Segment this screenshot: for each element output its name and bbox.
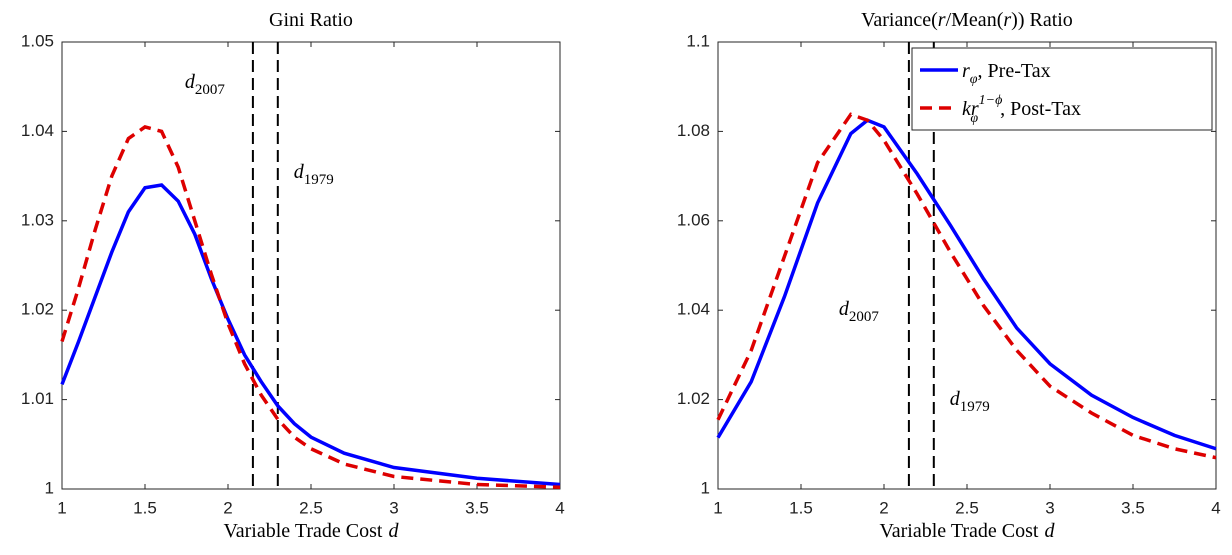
y-tick-label: 1.05 [21,31,54,50]
annotation: d1979 [950,388,990,415]
text-part: /Mean( [946,9,1004,31]
y-tick-label: 1.02 [677,389,710,408]
data-line [60,125,561,489]
text-part: Variable Trade Cost [224,520,383,542]
text-part: Variance( [861,9,938,31]
x-tick-label: 2 [879,498,888,517]
text-part: d [294,161,305,183]
plot-area [61,41,561,490]
text-part: d [839,298,850,320]
text-part: φ [970,111,978,126]
x-tick-label: 2.5 [955,498,979,517]
text-part: 2007 [849,309,880,325]
x-axis-label: Variable Trade Cost d [224,520,400,542]
text-part: 1979 [304,172,334,188]
data-line [716,112,1217,460]
text-part: d [950,388,961,410]
text-part: r [962,60,970,82]
text-part: d [388,520,399,542]
x-tick-label: 3 [389,498,398,517]
legend-label: kr1−ϕ φ , Post-Tax [962,93,1081,126]
x-tick-label: 3.5 [465,498,489,517]
text-part: Gini Ratio [269,9,353,31]
legend-label: rφ, Pre-Tax [962,60,1051,87]
x-tick-label: 1.5 [789,498,813,517]
y-tick-label: 1 [701,478,710,497]
text-part: , Post-Tax [1000,98,1081,120]
legend [911,47,1213,131]
text-part: r [1003,9,1011,31]
text-part: r [938,9,946,31]
text-part: , Pre-Tax [978,60,1051,82]
annotation: d1979 [294,161,334,188]
text-part: 1979 [960,399,990,415]
y-tick-label: 1 [45,478,54,497]
x-tick-label: 4 [1211,498,1220,517]
x-tick-label: 1 [713,498,722,517]
annotation: d2007 [839,298,880,325]
x-tick-label: 3 [1045,498,1054,517]
y-tick-label: 1.06 [677,210,710,229]
y-tick-label: 1.08 [677,121,710,140]
text-part: d [1044,520,1055,542]
chart-title: Variance(r/Mean(r)) Ratio [861,9,1073,31]
x-tick-label: 2.5 [299,498,323,517]
x-tick-label: 3.5 [1121,498,1145,517]
y-tick-label: 1.04 [21,121,54,140]
x-tick-label: 2 [223,498,232,517]
text-part: Variable Trade Cost [880,520,1039,542]
text-part: 1−ϕ [979,93,1003,108]
data-line [716,118,1217,451]
x-tick-label: 4 [555,498,564,517]
text-part: φ [970,72,978,87]
y-tick-label: 1.1 [686,31,710,50]
text-part: 2007 [195,82,226,98]
text-part: d [185,71,196,93]
x-tick-label: 1.5 [133,498,157,517]
y-tick-label: 1.04 [677,300,710,319]
text-part: kr [962,98,979,120]
x-axis-label: Variable Trade Cost d [880,520,1056,542]
y-tick-label: 1.02 [21,300,54,319]
x-tick-label: 1 [57,498,66,517]
text-part: )) Ratio [1011,9,1073,31]
annotation: d2007 [185,71,226,98]
y-tick-label: 1.01 [21,389,54,408]
y-tick-label: 1.03 [21,210,54,229]
chart-title: Gini Ratio [269,9,353,31]
